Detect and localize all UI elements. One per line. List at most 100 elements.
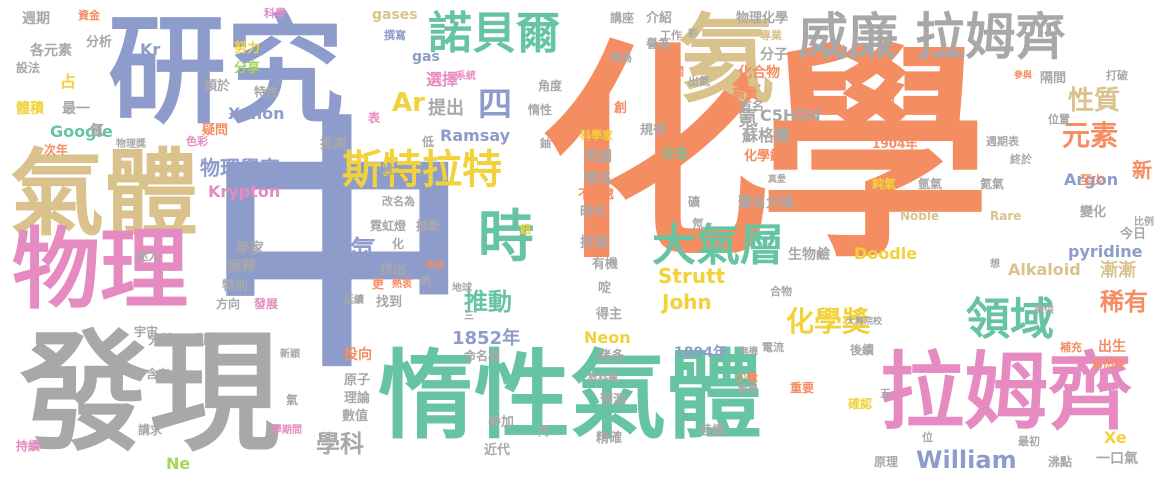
word: 命名為 [464, 349, 501, 363]
word: 聞名 [584, 171, 612, 187]
word: 週期表 [986, 135, 1019, 148]
word: 物理學家 [200, 156, 280, 180]
word: 特性 [254, 85, 279, 99]
word: Ramsay [440, 126, 511, 145]
word: 改以 [872, 95, 897, 109]
word: 教科書 [588, 373, 618, 384]
word: 學科 [316, 430, 364, 458]
word: 近代 [484, 443, 511, 458]
word: 分析 [86, 35, 113, 50]
word: 理論 [344, 391, 371, 406]
word: 參與 [1014, 71, 1033, 81]
word: Ar [392, 88, 425, 118]
word: 位 [922, 431, 933, 444]
word: 得主 [596, 307, 623, 322]
word: 出氦 [688, 75, 710, 88]
word: 氬 [90, 123, 104, 139]
word: 分享 [234, 61, 261, 76]
word: 探測 [580, 235, 608, 251]
word: 更 [372, 277, 385, 291]
word: 1904年 [872, 137, 918, 151]
word: 真愛 [768, 175, 787, 185]
word: 發展 [254, 297, 279, 311]
word: 相關 [662, 65, 684, 78]
word: 氬氣 [918, 177, 943, 191]
word: 新穎 [280, 349, 300, 360]
word: 努力 [234, 41, 261, 56]
word: Ne [166, 454, 191, 473]
word: 研究 [108, 2, 345, 140]
word: Argon [1064, 170, 1119, 189]
word: 比例 [1134, 217, 1154, 228]
word: 三 [464, 311, 474, 322]
word: 惰性氣體 [378, 340, 762, 452]
word: 數值 [342, 409, 369, 424]
word: 提供 [1034, 305, 1054, 316]
word: Noble [900, 209, 940, 223]
word: 政府 [426, 261, 445, 271]
word: 各元素 [30, 43, 72, 59]
word: 色彩 [186, 135, 208, 148]
word: 稱為 [610, 51, 632, 64]
word: 沸點 [1048, 455, 1073, 469]
word: 工作 [660, 29, 682, 42]
word: 精確 [596, 431, 623, 446]
word: 化學獎 [786, 305, 871, 338]
word: 體積 [16, 101, 44, 117]
word: 講座 [610, 11, 635, 25]
word: 疑問 [202, 123, 229, 138]
word: 原子 [344, 373, 371, 388]
word: 角度 [538, 79, 563, 93]
word: 次年 [44, 143, 69, 157]
word: 稀有 [1100, 288, 1148, 316]
word: 1852年 [452, 328, 521, 349]
word: Neon [584, 328, 631, 347]
word: 打破 [1106, 69, 1128, 82]
word: 隔間 [1040, 71, 1067, 86]
word: 一口氣 [1096, 451, 1138, 467]
word: 補充 [1060, 341, 1082, 354]
word: 霓虹燈 [370, 219, 407, 233]
word: 後續 [850, 343, 875, 357]
word: 自然界 [1092, 357, 1125, 370]
word: gas [412, 49, 440, 65]
word: 分子 [760, 47, 788, 63]
word: Alkaloid [1008, 260, 1081, 279]
word: 氖 [692, 217, 705, 231]
word: 新 [1132, 158, 1152, 182]
word: 改名為 [382, 195, 415, 208]
word: 找出 [380, 263, 407, 278]
word: 1894年 [674, 345, 727, 361]
word: 物理獎 [116, 139, 146, 150]
word: 資金 [78, 9, 100, 22]
word: 熱衷 [392, 279, 412, 290]
word: pyridine [1068, 242, 1143, 261]
word: William [916, 446, 1017, 474]
word: 選擇 [426, 70, 459, 89]
word: 重要 [790, 381, 815, 395]
word: 氪 [738, 106, 758, 130]
word: 聲名大噪 [738, 195, 794, 211]
word: 反應性 [190, 333, 230, 348]
word: 鈾 [540, 137, 551, 150]
word: 創 [614, 101, 628, 116]
word: 講求 [138, 423, 163, 437]
word: 陸續 [700, 423, 725, 437]
word: 推測 [320, 137, 347, 152]
word: 確認 [848, 397, 873, 411]
word: 規律 [640, 123, 667, 138]
word: 物理 [12, 218, 189, 321]
word: 時代 [580, 205, 607, 220]
word: 今日 [1120, 227, 1147, 242]
word: 物理化學 [736, 11, 789, 26]
word: 斯特拉特 [342, 147, 502, 193]
word: 持續 [16, 439, 41, 453]
word: Rare [990, 209, 1022, 223]
word: 五 [880, 387, 891, 400]
word: 譽為 [646, 37, 671, 51]
word: 變化 [1080, 205, 1107, 220]
word: 惰性 [528, 103, 553, 117]
word: 學家 [236, 241, 264, 257]
word: 啶 [598, 281, 612, 296]
word: 性質 [1068, 86, 1121, 116]
